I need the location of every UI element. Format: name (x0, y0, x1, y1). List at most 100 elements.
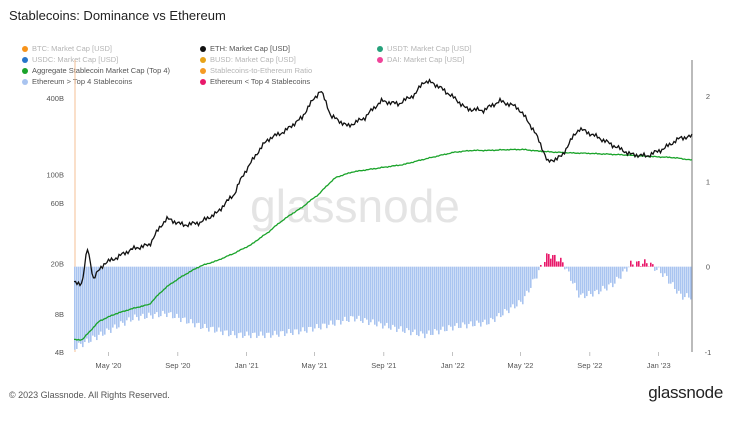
ratio-bar-negative (476, 266, 478, 321)
ratio-bar-negative (586, 266, 588, 297)
ratio-bar-negative (514, 266, 516, 309)
legend-item-aggregate[interactable]: Aggregate Stablecoin Market Cap (Top 4) (22, 66, 170, 75)
ratio-bar-negative (516, 266, 518, 307)
ratio-bar-negative (236, 266, 238, 339)
ratio-bar-negative (282, 266, 284, 332)
ratio-bar-negative (346, 266, 348, 321)
legend-swatch (22, 56, 28, 63)
ratio-bar-negative (372, 266, 374, 320)
ratio-bar-negative (406, 266, 408, 329)
ratio-bar-negative (578, 266, 580, 298)
legend-item-eth-below[interactable]: Ethereum < Top 4 Stablecoins (200, 77, 310, 86)
ratio-bar-negative (308, 266, 310, 327)
legend-label: DAI: Market Cap [USD] (387, 55, 465, 64)
y-left-tick-label: 20B (51, 259, 64, 268)
ratio-bar-positive (560, 257, 562, 267)
ratio-bar-negative (456, 266, 458, 324)
ratio-bar-negative (614, 266, 616, 284)
ratio-bar-negative (606, 266, 608, 291)
ratio-bar-negative (664, 266, 666, 274)
ratio-bar-negative (374, 266, 376, 325)
ratio-bar-negative (312, 266, 314, 332)
ratio-bar-negative (220, 266, 222, 332)
ratio-bar-negative (204, 266, 206, 324)
ratio-bar-negative (670, 266, 672, 284)
ratio-bar-negative (250, 266, 252, 339)
chart-plot-area[interactable]: glassnode 400B 100B 60B 20B 8B 4B 2 1 0 -1 May '20 S… (0, 0, 737, 380)
ratio-bar-negative (412, 266, 414, 332)
ratio-bar-positive (548, 254, 550, 267)
ratio-bar-negative (510, 266, 512, 308)
legend-swatch (200, 78, 206, 85)
ratio-bar-negative (244, 266, 246, 336)
ratio-bar-negative (616, 266, 618, 277)
ratio-bar-negative (628, 266, 630, 268)
ratio-bar-negative (438, 266, 440, 335)
legend-item-dai[interactable]: DAI: Market Cap [USD] (377, 55, 465, 64)
chart-title: Stablecoins: Dominance vs Ethereum (9, 8, 226, 23)
ratio-bar-negative (536, 266, 538, 279)
legend-item-eth-above[interactable]: Ethereum > Top 4 Stablecoins (22, 77, 132, 86)
ratio-bar-negative (182, 266, 184, 318)
legend-label: Stablecoins-to-Ethereum Ratio (210, 66, 313, 75)
stablecoin-line (74, 148, 693, 341)
ratio-bar-negative (580, 266, 582, 295)
ratio-bar-negative (206, 266, 208, 328)
legend-item-eth[interactable]: ETH: Market Cap [USD] (200, 44, 290, 53)
ratio-bar-negative (352, 266, 354, 317)
legend-label: Ethereum > Top 4 Stablecoins (32, 77, 133, 86)
ratio-bar-positive (556, 261, 558, 267)
ratio-bar-negative (676, 266, 678, 294)
ratio-bar-negative (330, 266, 332, 321)
ratio-bar-negative (294, 266, 296, 330)
ratio-bar-negative (230, 266, 232, 336)
copyright-footer: © 2023 Glassnode. All Rights Reserved. (9, 390, 170, 400)
ratio-bar-negative (146, 266, 148, 318)
ratio-bar-negative (74, 266, 76, 350)
ratio-bar-negative (144, 266, 146, 319)
legend-item-usdc[interactable]: USDC: Market Cap [USD] (22, 55, 118, 64)
ratio-bar-negative (76, 266, 78, 349)
ratio-bar-negative (568, 266, 570, 272)
ratio-bar-negative (226, 266, 228, 331)
legend-item-btc[interactable]: BTC: Market Cap [USD] (22, 44, 112, 53)
y-left-tick-label: 60B (51, 199, 64, 208)
ratio-bar-negative (178, 266, 180, 318)
ratio-bar-negative (174, 266, 176, 318)
ratio-bar-negative (160, 266, 162, 317)
ratio-bar-negative (658, 266, 660, 268)
ratio-bar-negative (288, 266, 290, 330)
ratio-bar-negative (326, 266, 328, 329)
ratio-bar-negative (576, 266, 578, 291)
legend-item-usdt[interactable]: USDT: Market Cap [USD] (377, 44, 472, 53)
ratio-bar-negative (538, 266, 540, 271)
ratio-bar-negative (262, 266, 264, 336)
ratio-bar-negative (604, 266, 606, 289)
y-left-tick-label: 8B (55, 310, 64, 319)
ratio-bar-negative (188, 266, 190, 324)
ratio-bar-negative (390, 266, 392, 330)
x-tick-label: Jan '23 (647, 361, 671, 370)
ratio-bar-negative (464, 266, 466, 325)
ratio-bar-negative (136, 266, 138, 318)
ratio-bar-negative (168, 266, 170, 313)
legend-label: Ethereum < Top 4 Stablecoins (210, 77, 311, 86)
legend-label: USDT: Market Cap [USD] (387, 44, 472, 53)
ratio-bar-negative (478, 266, 480, 323)
ratio-bar-negative (302, 266, 304, 328)
legend-label: Aggregate Stablecoin Market Cap (Top 4) (32, 66, 170, 75)
legend-item-busd[interactable]: BUSD: Market Cap [USD] (200, 55, 296, 64)
ratio-bar-negative (520, 266, 522, 302)
ratio-bar-negative (504, 266, 506, 310)
ratio-bar-negative (622, 266, 624, 272)
ratio-bar-positive (638, 261, 640, 267)
ratio-bar-negative (450, 266, 452, 327)
ratio-bar-negative (424, 266, 426, 339)
legend-item-ratio[interactable]: Stablecoins-to-Ethereum Ratio (200, 66, 312, 75)
ratio-bar-negative (266, 266, 268, 333)
ratio-bar-negative (78, 266, 80, 343)
ratio-bar-negative (672, 266, 674, 283)
ratio-bar-negative (596, 266, 598, 290)
ratio-bar-positive (630, 260, 632, 267)
ratio-bar-negative (688, 266, 690, 298)
